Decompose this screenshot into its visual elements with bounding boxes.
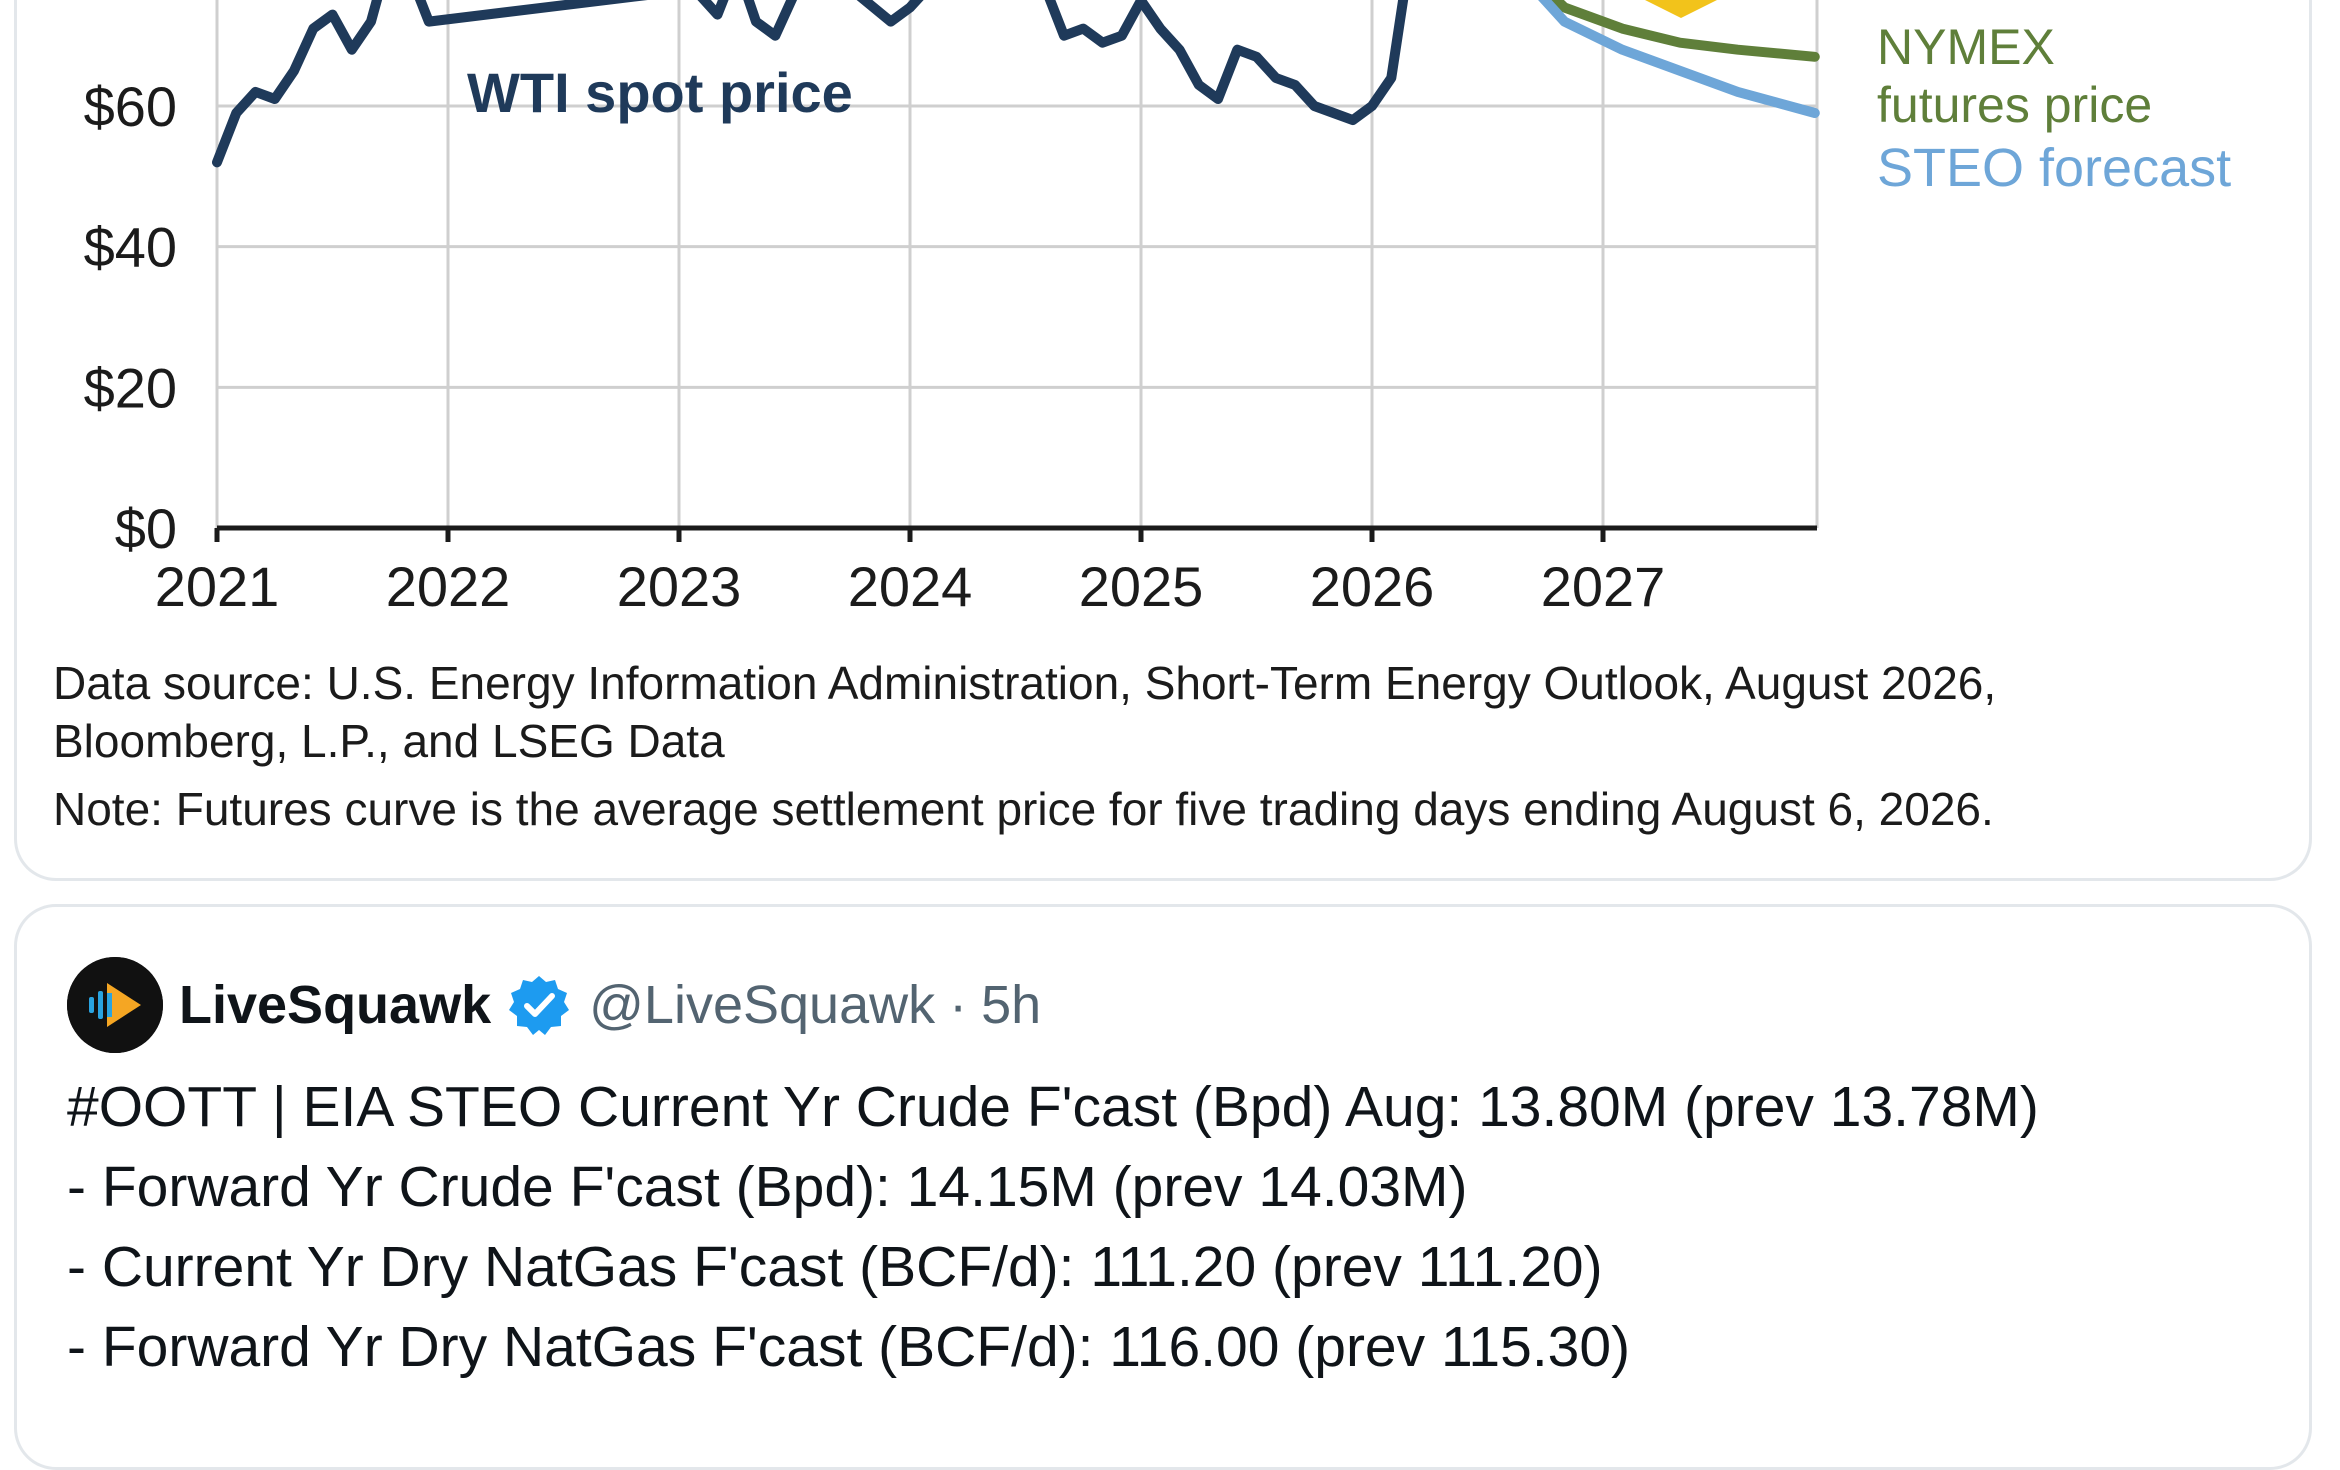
y-tick-label: $60 [84,75,177,138]
series-label-nymex-cont: futures price [1877,77,2152,133]
x-tick-label: 2022 [386,555,511,618]
series-line-wti-spot-price [212,0,1409,168]
tweet-line: - Forward Yr Crude F'cast (Bpd): 14.15M … [67,1155,1468,1219]
tweet-line: #OOTT | EIA STEO Current Yr Crude F'cast… [67,1075,2039,1139]
tweet-author-row: LiveSquawk @LiveSquawk · 5h [179,965,1041,1045]
author-name[interactable]: LiveSquawk [179,975,492,1035]
x-tick-label: 2026 [1310,555,1435,618]
x-tick-label: 2024 [848,555,973,618]
data-source-text: Data source: U.S. Energy Information Adm… [53,657,1997,709]
tweet-card[interactable]: LiveSquawk @LiveSquawk · 5h #OOTT | EIA … [14,904,2312,1470]
y-tick-label: $0 [115,497,177,560]
tweet-text: #OOTT | EIA STEO Current Yr Crude F'cast… [67,1067,2287,1387]
oil-price-chart: 2021 2022 2023 2024 2025 2026 2027$0$20$40$60 … [84,0,2231,618]
x-tick-label: 2023 [617,555,742,618]
highlight-arrow-marker [1645,0,1717,18]
series-line-nymex-futures-price [1549,0,1820,62]
tweet-line: - Current Yr Dry NatGas F'cast (BCF/d): … [67,1235,1603,1299]
separator-dot: · [949,975,968,1035]
x-tick-label: 2027 [1541,555,1666,618]
chart-note: Note: Futures curve is the average settl… [53,783,1994,835]
quoted-chart-card[interactable]: 2021 2022 2023 2024 2025 2026 2027 $0 $20 $40 $60 … [14,0,2312,881]
series-label-wti: WTI spot price [467,61,853,124]
y-tick-label: $20 [84,356,177,419]
y-tick-label: $40 [84,216,177,279]
livesquawk-logo-icon [67,957,163,1053]
x-tick-label: 2021 [155,555,280,618]
tweet-timestamp[interactable]: 5h [981,975,1042,1035]
x-tick-label: 2025 [1079,555,1204,618]
avatar[interactable] [67,957,163,1053]
series-label-steo: STEO forecast [1877,138,2231,198]
series-label-nymex: NYMEX [1877,19,2055,75]
tweet-line: - Forward Yr Dry NatGas F'cast (BCF/d): … [67,1315,1631,1379]
data-source-text-cont: Bloomberg, L.P., and LSEG Data [53,715,725,767]
author-handle[interactable]: @LiveSquawk [589,975,936,1035]
verified-badge-icon[interactable] [507,973,571,1037]
series-line-steo-forecast [1538,0,1820,118]
